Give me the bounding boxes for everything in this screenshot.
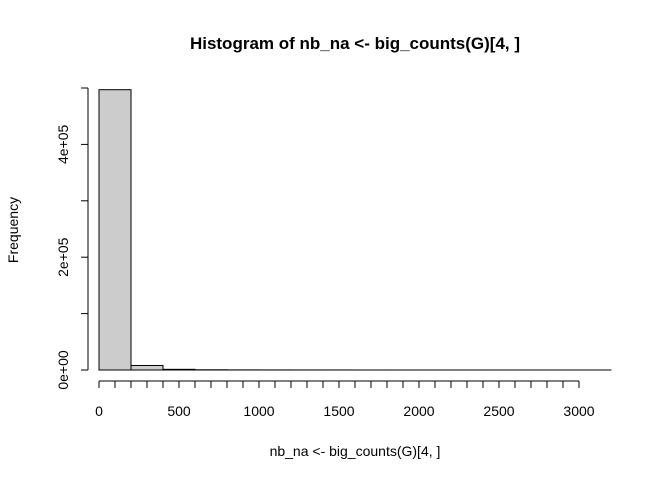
y-axis-label: Frequency: [5, 197, 21, 263]
x-tick-label: 2000: [403, 403, 434, 419]
histogram-bar-1: [130, 364, 164, 371]
chart-title: Histogram of nb_na <- big_counts(G)[4, ]: [190, 34, 520, 53]
x-axis: 0 500 1000 1500 2000 2500 3000: [95, 380, 595, 419]
histogram-bar-2: [162, 368, 196, 371]
x-tick-label: 1000: [243, 403, 274, 419]
x-tick-label: 2500: [483, 403, 514, 419]
x-tick-label: 1500: [323, 403, 354, 419]
x-tick-label: 3000: [563, 403, 594, 419]
x-tick-label: 500: [167, 403, 191, 419]
y-tick-label: 4e+05: [55, 125, 71, 165]
y-tick-label: 0e+00: [55, 350, 71, 390]
x-tick-label: 0: [95, 403, 103, 419]
x-axis-label: nb_na <- big_counts(G)[4, ]: [270, 443, 441, 459]
histogram-bar-0: [98, 89, 132, 371]
y-axis: 0e+00 2e+05 4e+05: [55, 87, 89, 390]
bars-group: [98, 89, 612, 371]
y-tick-label: 2e+05: [55, 237, 71, 277]
